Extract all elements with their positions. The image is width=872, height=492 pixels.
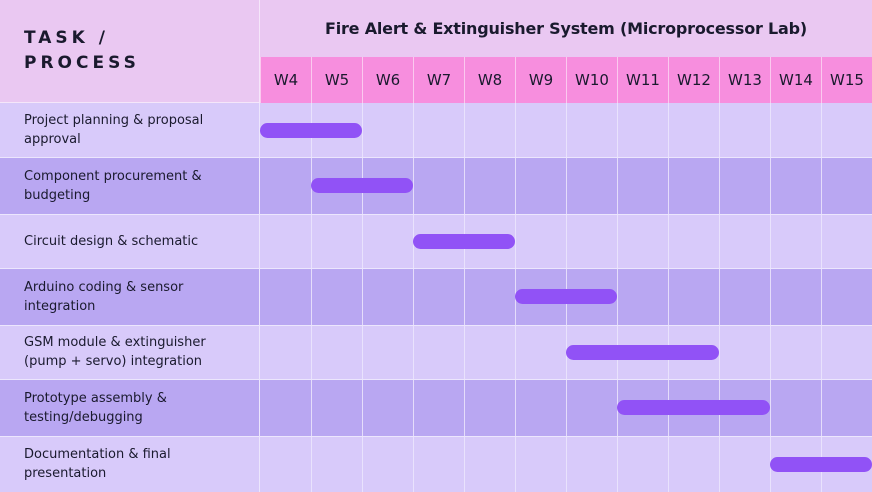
task-row: Project planning & proposal approval [0, 103, 872, 157]
task-label: GSM module & extinguisher (pump + servo)… [24, 335, 206, 369]
task-label-cell: Project planning & proposal approval [0, 103, 260, 157]
grid-divider [617, 103, 618, 492]
week-header-w11: W11 [617, 57, 668, 103]
week-header-w14: W14 [770, 57, 821, 103]
task-label-cell: GSM module & extinguisher (pump + servo)… [0, 325, 260, 379]
week-header-w6: W6 [362, 57, 413, 103]
week-header-w9: W9 [515, 57, 566, 103]
task-process-label: TASK / PROCESS [24, 28, 140, 73]
week-header-w5: W5 [311, 57, 362, 103]
task-process-header: TASK / PROCESS [0, 0, 260, 103]
task-label: Prototype assembly & testing/debugging [24, 390, 167, 425]
row-divider [0, 214, 872, 215]
week-header-w12: W12 [668, 57, 719, 103]
grid-divider [362, 103, 363, 492]
grid-divider [464, 103, 465, 492]
chart-title-band: Fire Alert & Extinguisher System (Microp… [260, 0, 872, 57]
week-header-w10: W10 [566, 57, 617, 103]
task-row: Arduino coding & sensor integration [0, 268, 872, 325]
row-divider [0, 379, 872, 380]
grid-divider [821, 103, 822, 492]
task-label: Arduino coding & sensor integration [24, 279, 184, 314]
week-header-w8: W8 [464, 57, 515, 103]
week-header-w4: W4 [260, 57, 311, 103]
task-label-cell: Prototype assembly & testing/debugging [0, 379, 260, 436]
task-row: GSM module & extinguisher (pump + servo)… [0, 325, 872, 379]
grid-divider [413, 103, 414, 492]
task-row: Documentation & final presentation [0, 436, 872, 492]
row-divider [0, 157, 872, 158]
task-bar [770, 456, 872, 472]
task-bar [260, 122, 362, 138]
week-header-w13: W13 [719, 57, 770, 103]
grid-divider [770, 103, 771, 492]
task-label-cell: Component procurement & budgeting [0, 157, 260, 214]
task-bar [566, 344, 719, 360]
task-label-cell: Documentation & final presentation [0, 436, 260, 492]
week-header-w15: W15 [821, 57, 872, 103]
task-label: Circuit design & schematic [24, 233, 199, 249]
grid-divider [668, 103, 669, 492]
task-bar [311, 178, 413, 193]
row-divider [0, 268, 872, 269]
grid-divider [311, 103, 312, 492]
task-bar [617, 400, 770, 415]
task-label: Documentation & final presentation [24, 447, 171, 481]
week-header-w7: W7 [413, 57, 464, 103]
task-label: Project planning & proposal approval [24, 113, 204, 147]
grid-divider [719, 103, 720, 492]
task-row: Component procurement & budgeting [0, 157, 872, 214]
task-label-cell: Circuit design & schematic [0, 214, 260, 268]
task-bar [413, 233, 515, 249]
row-divider [0, 436, 872, 437]
task-label: Component procurement & budgeting [24, 168, 202, 203]
task-bar [515, 289, 617, 304]
chart-title: Fire Alert & Extinguisher System (Microp… [324, 19, 808, 38]
row-divider [0, 325, 872, 326]
task-label-cell: Arduino coding & sensor integration [0, 268, 260, 325]
